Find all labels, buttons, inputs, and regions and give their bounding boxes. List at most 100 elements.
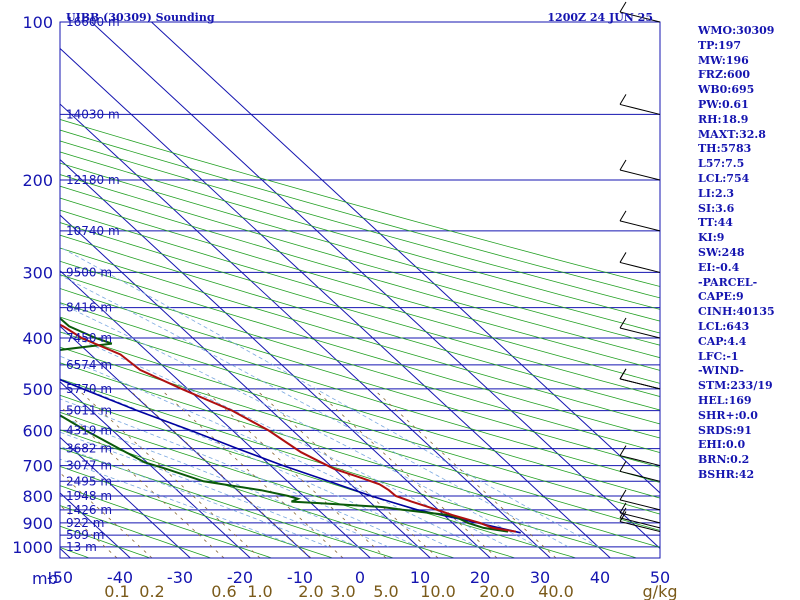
- isotherm: [60, 381, 251, 558]
- pressure-tick-label: 800: [22, 487, 53, 506]
- wind-barb-staff: [619, 220, 661, 232]
- moist-adiabat: [60, 458, 299, 548]
- index-item: LI:2.3: [698, 186, 735, 200]
- mixing-ratio-tick-label: 0.1: [104, 582, 129, 600]
- mixing-ratio-tick-label: 3.0: [330, 582, 355, 600]
- chart-grid: [60, 22, 660, 558]
- wind-barb-staff: [619, 11, 661, 23]
- wind-barb-flag: [619, 445, 627, 456]
- wind-barb-staff: [619, 470, 661, 482]
- index-item: L57:7.5: [698, 157, 745, 171]
- wind-barb-staff: [619, 499, 661, 511]
- index-item: LFC:-1: [698, 349, 739, 363]
- height-labels: 16600 m 14030 m 12180 m 10740 m 9500 m 8416 m…: [66, 15, 120, 554]
- temperature-tick-label: 30: [530, 568, 550, 587]
- wind-barb: [619, 368, 661, 390]
- wind-barb: [619, 502, 661, 524]
- height-label: 6574 m: [66, 358, 112, 372]
- height-label: 13 m: [66, 540, 97, 554]
- dry-adiabat: [60, 260, 660, 439]
- mixing-ratio-tick-label: 10.0: [420, 582, 456, 600]
- pressure-tick-label: 500: [22, 380, 53, 399]
- mixing-ratio-line: [255, 388, 439, 558]
- dry-adiabat: [60, 302, 660, 483]
- wind-barb-staff: [619, 521, 661, 533]
- height-label: 12180 m: [66, 173, 120, 187]
- moist-adiabat: [60, 416, 389, 548]
- wind-barb-flag: [619, 317, 627, 329]
- dry-adiabat: [60, 119, 660, 287]
- dry-adiabat: [60, 222, 660, 397]
- index-item: CAP:4.4: [698, 334, 747, 348]
- wind-barb-flag: [619, 461, 627, 472]
- dry-adiabat: [60, 331, 660, 515]
- index-item: EHI:0.0: [698, 438, 746, 452]
- height-label: 9500 m: [66, 265, 112, 279]
- index-item: RH:18.9: [698, 112, 749, 126]
- stability-indices-panel: WMO:30309 TP:197 MW:196 FRZ:600 WB0:695 PW:0.…: [698, 24, 775, 483]
- pressure-tick-label: 100: [22, 13, 53, 32]
- dry-adiabat: [60, 378, 637, 558]
- index-item: TH:5783: [698, 142, 752, 156]
- index-item: LCL:754: [698, 171, 750, 185]
- dry-adiabat: [60, 234, 660, 411]
- dry-adiabat: [60, 209, 660, 384]
- dry-adiabat: [60, 247, 660, 425]
- pressure-tick-label: 300: [22, 263, 53, 282]
- temperature-tick-label: -10: [287, 568, 313, 587]
- pressure-tick-label: 400: [22, 329, 53, 348]
- dry-adiabat: [60, 316, 660, 499]
- wind-barb-staff: [619, 103, 661, 115]
- index-item: CAPE:9: [698, 290, 744, 304]
- wind-barb-staff: [619, 455, 661, 467]
- dry-adiabat: [60, 394, 577, 558]
- index-item: HEL:169: [698, 393, 752, 407]
- dry-adiabat: [60, 466, 333, 558]
- mixing-ratio-unit: g/kg: [643, 582, 678, 600]
- index-item: CINH:40135: [698, 305, 775, 319]
- wind-barb-flag: [619, 1, 627, 13]
- dry-adiabat: [60, 151, 660, 322]
- wind-barb-staff: [619, 378, 661, 390]
- wind-barb: [619, 507, 661, 529]
- mixing-ratio-tick-label: 0.2: [139, 582, 164, 600]
- index-item: BSHR:42: [698, 467, 755, 481]
- wind-barb-staff: [619, 327, 661, 339]
- wind-barb: [619, 317, 661, 339]
- mixing-ratio-line: [203, 388, 387, 558]
- index-item: SHR+:0.0: [698, 408, 758, 422]
- index-item: -PARCEL-: [698, 275, 758, 289]
- chart-title: UIBB (30309) Sounding: [66, 11, 215, 24]
- index-item: WMO:30309: [698, 24, 775, 37]
- temperature-tick-label: -50: [47, 568, 73, 587]
- wind-barb-flag: [619, 94, 627, 105]
- dry-adiabat: [60, 274, 660, 453]
- temperature-tick-label: 0: [355, 568, 365, 587]
- wind-barb: [619, 1, 661, 23]
- mixing-ratio-line: [314, 388, 498, 558]
- pressure-axis: 100 200 300 400 500 600 700 800 900 1000 mb: [12, 13, 57, 588]
- wind-barb: [619, 94, 661, 115]
- mixing-ratio-tick-label: 0.6: [211, 582, 236, 600]
- mixing-ratio-tick-label: 40.0: [538, 582, 574, 600]
- wind-barb-staff: [619, 512, 661, 524]
- mixing-ratio-line: [60, 504, 118, 558]
- temperature-tick-label: 10: [410, 568, 430, 587]
- temperature-axis: -50 -40 -30 -20 -10 0 10 20 30 40 50: [47, 568, 670, 587]
- height-label: 7450 m: [66, 331, 112, 345]
- wind-barb: [619, 368, 661, 390]
- height-label: 16600 m: [66, 15, 120, 29]
- index-item: TP:197: [698, 38, 742, 52]
- moist-adiabat: [60, 378, 449, 548]
- height-label: 509 m: [66, 528, 104, 542]
- mixing-ratio-tick-label: 1.0: [247, 582, 272, 600]
- height-label: 3682 m: [66, 442, 112, 456]
- temperature-tick-label: 40: [590, 568, 610, 587]
- moist-adiabat: [60, 246, 599, 548]
- dry-adiabat: [60, 362, 660, 548]
- isotherm: [60, 103, 551, 558]
- height-label: 1948 m: [66, 489, 112, 503]
- dry-adiabat: [60, 129, 660, 299]
- index-item: MW:196: [698, 53, 749, 67]
